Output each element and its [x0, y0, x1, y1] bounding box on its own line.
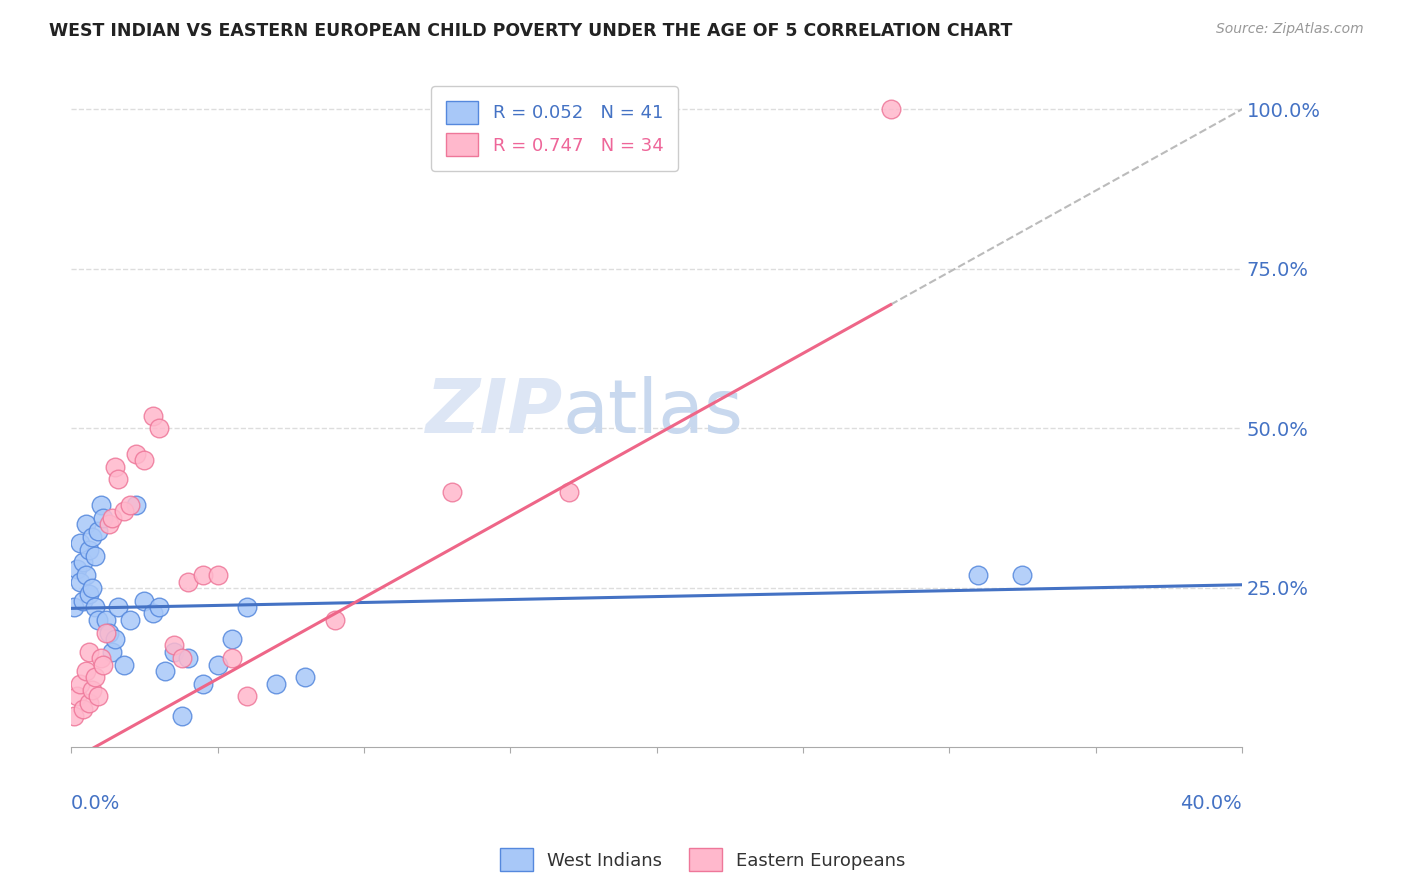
Point — [89, 498, 111, 512]
Text: atlas: atlas — [562, 376, 744, 449]
Point — [77, 587, 100, 601]
Point — [101, 645, 124, 659]
Point — [134, 453, 156, 467]
Point — [86, 524, 108, 538]
Point — [77, 645, 100, 659]
Point — [236, 690, 259, 704]
Point — [172, 651, 194, 665]
Point — [264, 676, 287, 690]
Point — [148, 421, 170, 435]
Legend: R = 0.052   N = 41, R = 0.747   N = 34: R = 0.052 N = 41, R = 0.747 N = 34 — [432, 87, 678, 170]
Point — [80, 683, 103, 698]
Point — [191, 568, 214, 582]
Point — [72, 556, 94, 570]
Point — [294, 670, 316, 684]
Point — [69, 536, 91, 550]
Point — [86, 613, 108, 627]
Point — [77, 696, 100, 710]
Point — [63, 708, 86, 723]
Point — [93, 657, 115, 672]
Point — [236, 600, 259, 615]
Point — [221, 651, 243, 665]
Point — [101, 510, 124, 524]
Point — [83, 670, 105, 684]
Point — [96, 613, 118, 627]
Point — [1011, 568, 1033, 582]
Point — [104, 632, 127, 646]
Point — [112, 504, 135, 518]
Point — [124, 447, 146, 461]
Point — [86, 690, 108, 704]
Point — [75, 568, 97, 582]
Point — [75, 664, 97, 678]
Point — [98, 625, 121, 640]
Text: Source: ZipAtlas.com: Source: ZipAtlas.com — [1216, 22, 1364, 37]
Point — [80, 530, 103, 544]
Point — [163, 645, 186, 659]
Point — [66, 562, 89, 576]
Point — [323, 613, 346, 627]
Point — [879, 103, 901, 117]
Point — [124, 498, 146, 512]
Point — [558, 485, 581, 500]
Point — [142, 607, 165, 621]
Text: WEST INDIAN VS EASTERN EUROPEAN CHILD POVERTY UNDER THE AGE OF 5 CORRELATION CHA: WEST INDIAN VS EASTERN EUROPEAN CHILD PO… — [49, 22, 1012, 40]
Text: 40.0%: 40.0% — [1180, 795, 1241, 814]
Point — [207, 657, 229, 672]
Point — [148, 600, 170, 615]
Point — [118, 498, 141, 512]
Point — [80, 581, 103, 595]
Point — [93, 510, 115, 524]
Point — [69, 676, 91, 690]
Point — [142, 409, 165, 423]
Point — [177, 574, 200, 589]
Point — [77, 542, 100, 557]
Point — [104, 459, 127, 474]
Point — [98, 517, 121, 532]
Point — [207, 568, 229, 582]
Point — [96, 625, 118, 640]
Point — [134, 593, 156, 607]
Point — [172, 708, 194, 723]
Legend: West Indians, Eastern Europeans: West Indians, Eastern Europeans — [494, 841, 912, 879]
Point — [221, 632, 243, 646]
Point — [75, 517, 97, 532]
Point — [63, 600, 86, 615]
Point — [163, 639, 186, 653]
Point — [107, 600, 129, 615]
Point — [112, 657, 135, 672]
Point — [83, 600, 105, 615]
Point — [440, 485, 463, 500]
Point — [118, 613, 141, 627]
Text: 0.0%: 0.0% — [72, 795, 121, 814]
Point — [967, 568, 990, 582]
Point — [83, 549, 105, 563]
Point — [72, 593, 94, 607]
Point — [177, 651, 200, 665]
Point — [89, 651, 111, 665]
Point — [107, 473, 129, 487]
Point — [69, 574, 91, 589]
Point — [66, 690, 89, 704]
Point — [153, 664, 176, 678]
Point — [191, 676, 214, 690]
Point — [72, 702, 94, 716]
Text: ZIP: ZIP — [426, 376, 562, 449]
